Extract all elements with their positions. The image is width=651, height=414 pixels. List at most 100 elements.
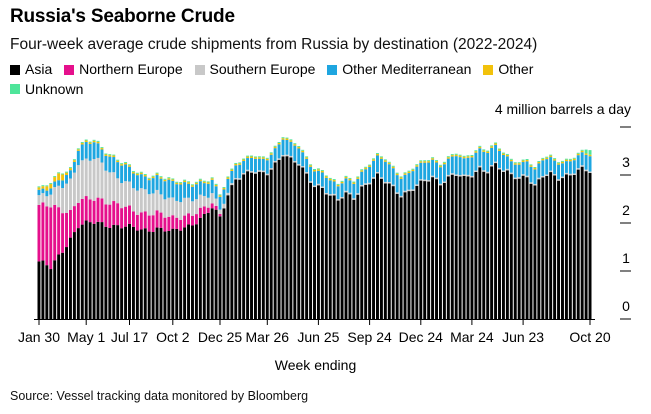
- bar-segment-asia: [202, 213, 206, 319]
- bar-segment-other: [576, 153, 580, 156]
- bar-segment-unknown: [88, 141, 92, 143]
- bar-segment-asia: [533, 185, 537, 319]
- bar-segment-northern-europe: [84, 196, 88, 221]
- bar-segment-unknown: [206, 181, 210, 183]
- bar-segment-other-mediterranean: [399, 178, 403, 196]
- bar-segment-southern-europe: [419, 179, 423, 181]
- bar-segment-southern-europe: [269, 168, 273, 170]
- bar-segment-other-mediterranean: [191, 186, 194, 202]
- bar-segment-other: [399, 177, 403, 179]
- bar-segment-northern-europe: [104, 204, 108, 227]
- bar-segment-other-mediterranean: [529, 166, 533, 183]
- bar-segment-southern-europe: [112, 172, 116, 202]
- bar-segment-other: [100, 148, 104, 150]
- bar-segment-southern-europe: [344, 190, 348, 193]
- bar-segment-asia: [513, 179, 517, 319]
- chart-title: Russia's Seaborne Crude: [10, 6, 235, 27]
- y-tick-label: 0: [622, 298, 630, 314]
- bar-segment-unknown: [159, 176, 163, 178]
- bar-segment-southern-europe: [281, 155, 285, 157]
- bar-segment-unknown: [549, 154, 553, 156]
- legend-label-southern-europe: Southern Europe: [209, 61, 316, 77]
- bar-segment-southern-europe: [210, 193, 214, 204]
- bar-segment-southern-europe: [395, 192, 399, 194]
- bar-segment-unknown: [501, 152, 505, 154]
- bar-segment-southern-europe: [96, 157, 100, 198]
- bar-segment-northern-europe: [183, 215, 187, 228]
- bar-segment-other: [387, 162, 391, 165]
- bar-segment-southern-europe: [226, 192, 230, 196]
- bar-segment-unknown: [376, 153, 379, 155]
- bar-segment-other: [533, 168, 537, 170]
- bar-segment-southern-europe: [88, 160, 92, 200]
- x-tick-label: Mar 26: [246, 329, 290, 345]
- bar-segment-unknown: [340, 180, 344, 182]
- bar-segment-other: [427, 161, 431, 163]
- bar-segment-unknown: [234, 162, 238, 164]
- bar-segment-other-mediterranean: [277, 144, 281, 159]
- bar-segment-southern-europe: [198, 194, 202, 208]
- bar-segment-other: [246, 156, 250, 159]
- bar-segment-southern-europe: [525, 175, 529, 178]
- bar-segment-other: [167, 178, 171, 180]
- bar-segment-unknown: [218, 194, 222, 196]
- bar-segment-other-mediterranean: [202, 183, 206, 196]
- legend-item-other-mediterranean: Other Mediterranean: [327, 60, 471, 79]
- bar-segment-asia: [427, 181, 431, 319]
- bar-segment-other: [53, 177, 57, 182]
- bar-segment-asia: [584, 171, 588, 319]
- bar-segment-other-mediterranean: [242, 160, 246, 173]
- bar-segment-unknown: [175, 181, 179, 183]
- bar-segment-other: [187, 182, 191, 184]
- bar-segment-southern-europe: [151, 193, 155, 216]
- bar-segment-southern-europe: [230, 183, 234, 186]
- bar-segment-southern-europe: [411, 189, 415, 191]
- bar-segment-asia: [529, 183, 533, 319]
- bar-segment-southern-europe: [423, 179, 427, 182]
- bar-segment-other-mediterranean: [143, 176, 147, 190]
- bar-segment-unknown: [316, 168, 320, 170]
- bar-segment-other-mediterranean: [376, 155, 379, 172]
- bar-segment-unknown: [431, 157, 435, 159]
- bar-segment-unknown: [372, 158, 376, 160]
- bar-segment-other-mediterranean: [340, 183, 344, 197]
- bar-segment-other-mediterranean: [139, 174, 143, 189]
- bar-segment-other-mediterranean: [285, 140, 289, 155]
- bar-segment-southern-europe: [147, 194, 151, 216]
- legend-swatch-other: [483, 64, 494, 75]
- bar-segment-asia: [458, 176, 462, 319]
- bar-segment-northern-europe: [139, 212, 143, 230]
- bar-segment-asia: [442, 182, 446, 319]
- bar-segment-other: [112, 155, 116, 158]
- bar-segment-unknown: [498, 148, 501, 150]
- bar-segment-unknown: [265, 157, 269, 159]
- bar-segment-asia: [261, 172, 265, 319]
- bar-segment-asia: [446, 176, 450, 319]
- bar-segment-northern-europe: [68, 209, 72, 238]
- bar-segment-northern-europe: [191, 215, 194, 226]
- bar-segment-southern-europe: [214, 198, 218, 206]
- bar-segment-southern-europe: [336, 199, 340, 201]
- bar-segment-other: [525, 159, 529, 162]
- bar-segment-southern-europe: [376, 171, 379, 174]
- bar-segment-other: [498, 149, 501, 151]
- bar-segment-southern-europe: [553, 174, 557, 176]
- bar-segment-southern-europe: [234, 178, 238, 180]
- bar-segment-southern-europe: [533, 183, 537, 186]
- bar-segment-other: [379, 157, 383, 159]
- bar-segment-unknown: [379, 156, 383, 158]
- bar-segment-other-mediterranean: [301, 152, 305, 167]
- bar-segment-other-mediterranean: [316, 170, 320, 184]
- bar-segment-southern-europe: [218, 209, 222, 214]
- bar-segment-asia: [257, 171, 261, 319]
- bar-segment-northern-europe: [65, 212, 68, 248]
- bar-segment-other-mediterranean: [324, 177, 328, 193]
- bar-segment-asia: [501, 171, 505, 319]
- bar-segment-asia: [364, 184, 368, 319]
- bar-segment-southern-europe: [564, 172, 568, 175]
- bar-segment-unknown: [112, 154, 116, 156]
- bar-segment-asia: [462, 175, 466, 319]
- bar-segment-unknown: [553, 158, 557, 160]
- bar-segment-southern-europe: [285, 154, 289, 157]
- bar-segment-unknown: [143, 174, 147, 176]
